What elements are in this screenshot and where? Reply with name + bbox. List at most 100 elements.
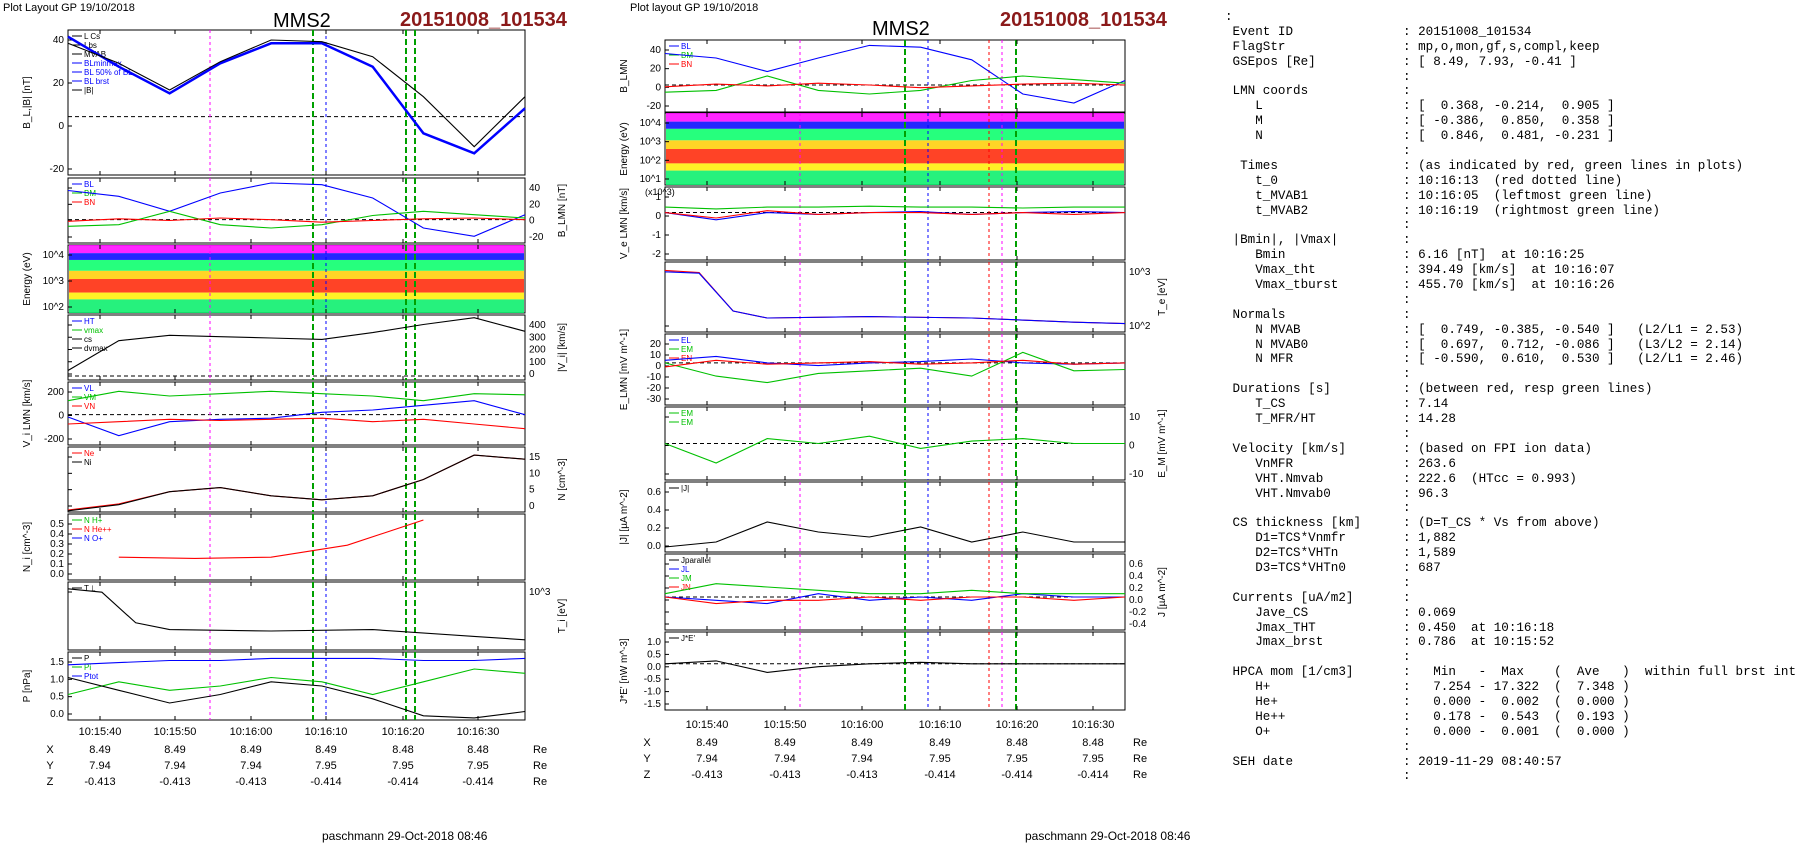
legend-label: L Cs (84, 32, 100, 41)
meta-row: : (1225, 650, 1800, 665)
meta-row: : (1225, 70, 1800, 85)
panel-frame (664, 261, 1126, 333)
meta-key (1225, 740, 1403, 755)
left-pos-unit: Re (533, 760, 547, 772)
meta-key: VHT.Nmvab0 (1225, 486, 1331, 501)
y-tick-label: 0.0 (50, 569, 64, 580)
meta-row: t_MVAB2: 10:16:19 (rightmost green line) (1225, 204, 1800, 219)
legend-label: JN (681, 583, 691, 592)
meta-row: Jmax_THT: 0.450 at 10:16:18 (1225, 621, 1800, 636)
meta-value: [ -0.386, 0.850, 0.358 ] (1418, 114, 1615, 129)
y-axis-label: V_e LMN [km/s] (619, 188, 630, 259)
panel-frame (664, 186, 1126, 261)
meta-key (1225, 769, 1403, 784)
left-pos-value: 7.94 (89, 760, 110, 772)
meta-value: 2019-11-29 08:40:57 (1418, 754, 1562, 769)
meta-value: 0.786 at 10:15:52 (1418, 635, 1555, 650)
y-tick-label: 10 (529, 468, 541, 479)
legend-label: P (84, 654, 89, 663)
meta-value: 263.6 (1418, 456, 1456, 471)
meta-value: (between red, resp green lines) (1418, 382, 1653, 397)
series-line (664, 359, 1126, 368)
right-panel-9: 1.00.5 0.0-0.5 -1.0-1.5 J*E' [nW m^-3] J*E' (619, 631, 1126, 711)
y-tick-label: 0.2 (1129, 583, 1143, 594)
y-axis-label: |J| [µA m^-2] (619, 489, 630, 544)
meta-colon: : (1403, 724, 1419, 739)
meta-key: D3=TCS*VHTn0 (1225, 560, 1346, 575)
series-line (118, 519, 424, 559)
left-pos-value: 8.49 (315, 744, 336, 756)
legend-label: BL (84, 180, 94, 189)
meta-colon: : (1403, 754, 1419, 769)
left-pos-value: -0.414 (462, 776, 493, 788)
meta-row: |Bmin|, |Vmax|: (1225, 233, 1800, 248)
y-tick-label: -20 (647, 383, 662, 394)
panel-frame (67, 446, 526, 513)
series-line (664, 205, 1125, 210)
legend-label: BN (84, 198, 95, 207)
y-axis-label: T_i [eV] (557, 599, 568, 634)
meta-value: (based on FPI ion data) (1418, 441, 1592, 456)
heatmap-band (666, 113, 1124, 122)
left-pos-unit: Re (533, 744, 547, 756)
meta-row: N MVAB: [ 0.749, -0.385, -0.540 ] (L2/L1… (1225, 323, 1800, 338)
meta-key (1225, 427, 1403, 442)
meta-row: t_0: 10:16:13 (red dotted line) (1225, 174, 1800, 189)
meta-key: D1=TCS*Vnmfr (1225, 531, 1346, 546)
meta-row: N MFR: [ -0.590, 0.610, 0.530 ] (L2/L1 =… (1225, 352, 1800, 367)
legend-label: |B| (84, 86, 94, 95)
y-tick-label: 0 (1129, 441, 1135, 452)
y-tick-label: 10^4 (640, 118, 662, 129)
meta-row: H+: 7.254 - 17.322 ( 7.348 ) (1225, 680, 1800, 695)
right-pos-value: 7.94 (851, 753, 872, 765)
meta-value: 0.000 - 0.001 ( 0.000 ) (1418, 724, 1630, 739)
heatmap-band (666, 128, 1124, 141)
series-line (664, 210, 1126, 219)
y-tick-label: -20 (647, 101, 662, 112)
heatmap-band (69, 299, 524, 313)
left-pos-row-label: Z (47, 776, 54, 788)
y-tick-label: 0 (529, 369, 535, 380)
left-pos-value: 8.49 (240, 744, 261, 756)
left-pos-value: -0.413 (235, 776, 266, 788)
left-pos-value: 7.95 (392, 760, 413, 772)
meta-key: N MVAB (1225, 322, 1301, 337)
meta-row: Vmax_tburst: 455.70 [km/s] at 10:16:26 (1225, 278, 1800, 293)
left-panel-7: 0.50.40.30.20.10.0 N_i [cm^-3] N H+N He++N… (22, 513, 526, 581)
right-time-label: 10:16:30 (1072, 719, 1115, 731)
meta-colon: : (1403, 144, 1419, 159)
meta-row: Velocity [km/s]: (based on FPI ion data) (1225, 442, 1800, 457)
left-pos-unit: Re (533, 776, 547, 788)
series-line (664, 355, 1126, 367)
legend-label: EM (681, 345, 693, 354)
legend-label: N H+ (84, 516, 103, 525)
heatmap-band (69, 292, 524, 300)
meta-key (1225, 293, 1403, 308)
meta-colon: : (1403, 218, 1419, 233)
meta-key: Jave_CS (1225, 605, 1309, 620)
meta-key: t_0 (1225, 173, 1278, 188)
y-tick-label: 10 (650, 350, 662, 361)
meta-value: 687 (1418, 560, 1441, 575)
meta-value: 7.254 - 17.322 ( 7.348 ) (1418, 680, 1630, 695)
y-tick-label: 0.0 (1129, 595, 1143, 606)
meta-value: [ 0.368, -0.214, 0.905 ] (1418, 99, 1615, 114)
meta-key: N MVAB0 (1225, 337, 1309, 352)
right-layout-label: Plot layout GP 19/10/2018 (630, 2, 759, 14)
meta-row: t_MVAB1: 10:16:05 (leftmost green line) (1225, 189, 1800, 204)
meta-colon: : (1403, 590, 1419, 605)
legend-label: vmax (84, 326, 103, 335)
y-unit-note: (x10^3) (645, 187, 675, 197)
y-tick-label: 300 (529, 332, 546, 343)
right-pos-value: -0.413 (846, 769, 877, 781)
meta-colon: : (1403, 382, 1419, 397)
meta-value: [ 0.697, 0.712, -0.086 ] (L3/L2 = 2.14) (1418, 337, 1744, 352)
legend-label: |J| (681, 484, 689, 493)
meta-colon: : (1403, 739, 1419, 754)
meta-colon: : (1403, 99, 1419, 114)
y-tick-label: 0.4 (647, 505, 661, 516)
meta-colon: : (1403, 69, 1419, 84)
